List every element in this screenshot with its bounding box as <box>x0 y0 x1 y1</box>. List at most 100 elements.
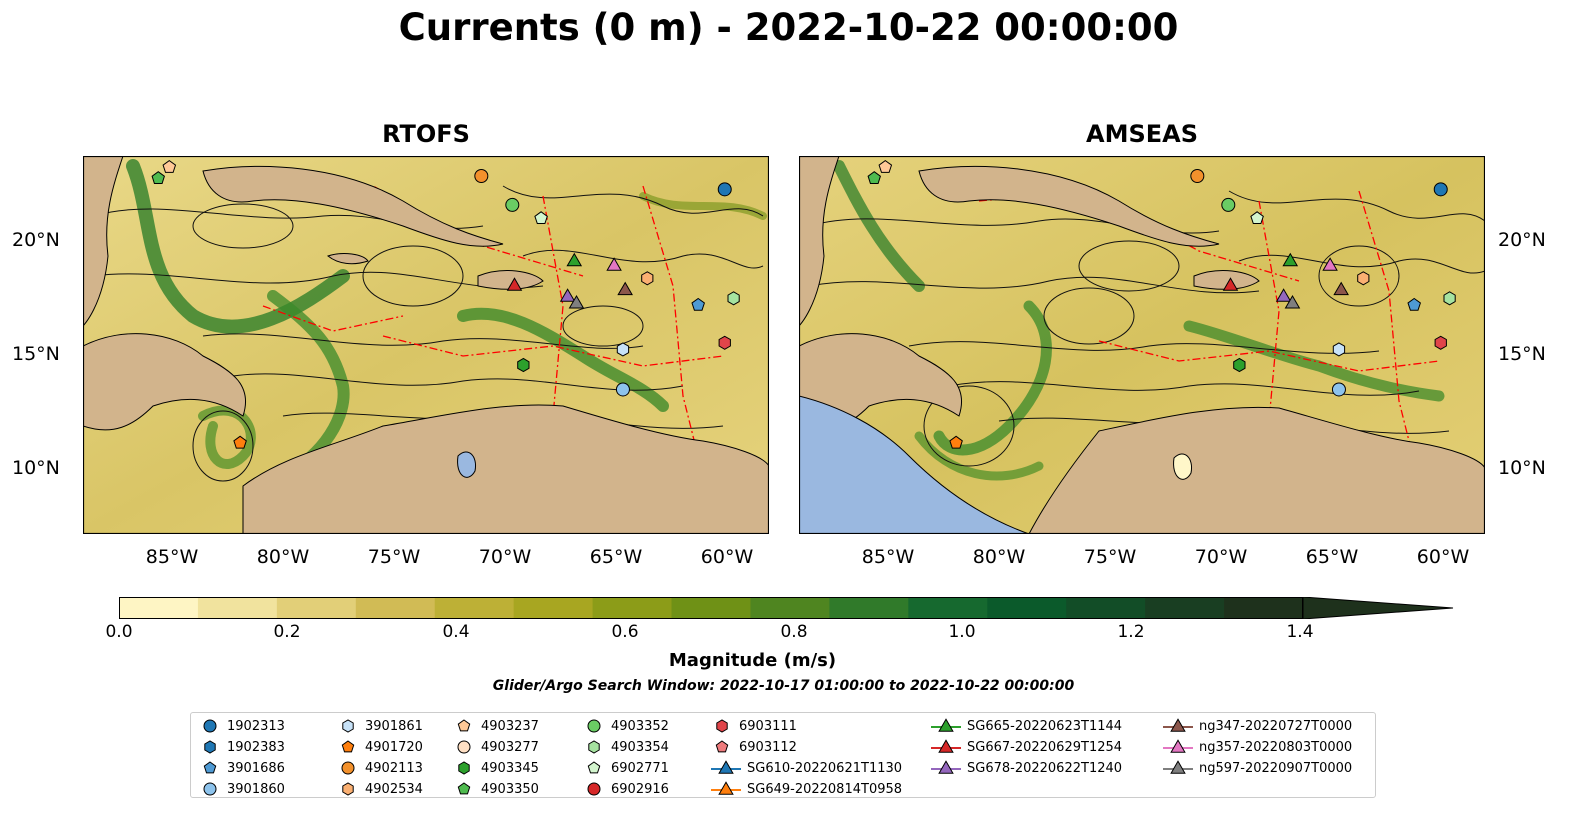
float-marker-6903111[interactable] <box>718 335 731 350</box>
float-marker-3901861[interactable] <box>1332 342 1346 357</box>
float-marker-SG678-20220622T1240[interactable] <box>559 288 576 302</box>
legend-item: SG649-20220814T0958 <box>711 779 902 799</box>
triangle-marker-icon <box>711 781 741 795</box>
legend-item: SG610-20220621T1130 <box>711 758 902 778</box>
float-marker-4902534[interactable] <box>1357 271 1370 286</box>
legend-item: SG665-20220623T1144 <box>931 716 1122 736</box>
legend-label: 4903352 <box>611 718 669 734</box>
pentagon-marker-icon <box>715 740 729 753</box>
float-marker-SG667-20220629T1254[interactable] <box>506 277 523 291</box>
float-marker-ng347-20220727T0000[interactable] <box>1333 281 1349 296</box>
float-marker-4903354[interactable] <box>1443 291 1456 306</box>
float-marker-4902113[interactable] <box>1190 169 1205 184</box>
colorbar-tick-5: 1.0 <box>948 622 976 642</box>
float-marker-4901720[interactable] <box>233 435 247 449</box>
colorbar-segment <box>987 597 1067 619</box>
colorbar <box>119 597 1454 619</box>
float-marker-4903354[interactable] <box>727 291 740 306</box>
float-marker-4903237[interactable] <box>162 159 177 173</box>
legend-item: 4902534 <box>337 779 423 799</box>
colorbar-segment <box>1145 597 1225 619</box>
lon-label-rtofs-80: 80°W <box>256 546 310 568</box>
float-marker-1902313[interactable] <box>1433 182 1448 197</box>
legend-item: 4903352 <box>583 716 669 736</box>
legend-label: 4903350 <box>481 781 539 797</box>
legend-label: 4901720 <box>365 739 423 755</box>
float-marker-ng357-20220803T0000[interactable] <box>606 257 622 271</box>
float-marker-4903352[interactable] <box>505 197 520 212</box>
float-marker-4903352[interactable] <box>1221 197 1236 212</box>
legend-label: 6902771 <box>611 760 669 776</box>
central-america-landmass <box>83 333 247 431</box>
current-jets <box>126 159 767 482</box>
float-marker-3901860[interactable] <box>1331 382 1346 397</box>
float-marker-ng597-20220907T0000[interactable] <box>1284 295 1301 309</box>
lat-label-right-10: 10°N <box>1498 457 1546 479</box>
legend-item: 4903237 <box>453 716 539 736</box>
float-marker-SG665-20220623T1144[interactable] <box>566 252 583 267</box>
lat-label-right-20: 20°N <box>1498 229 1546 251</box>
float-marker-ng357-20220803T0000[interactable] <box>1322 257 1338 271</box>
colorbar-frame <box>119 597 1303 619</box>
map-panel-rtofs[interactable] <box>83 156 769 534</box>
colorbar-segment <box>276 597 357 619</box>
colorbar-segment <box>671 597 751 619</box>
legend-label: SG678-20220622T1240 <box>967 760 1123 776</box>
panel-title-rtofs: RTOFS <box>382 120 470 148</box>
colorbar-segment <box>355 597 436 619</box>
float-marker-4902113[interactable] <box>474 169 489 184</box>
legend-label: ng597-20220907T0000 <box>1199 760 1353 776</box>
yucatan-landmass <box>83 156 124 327</box>
south-america-landmass <box>242 404 769 534</box>
float-marker-SG667-20220629T1254[interactable] <box>1222 277 1239 291</box>
hispaniola-landmass <box>1193 270 1260 290</box>
legend-label: ng347-20220727T0000 <box>1199 718 1353 734</box>
float-marker-SG665-20220623T1144[interactable] <box>1282 252 1299 267</box>
legend-item: 4903354 <box>583 737 669 757</box>
float-marker-4903350[interactable] <box>867 171 881 184</box>
float-marker-6902771[interactable] <box>1250 211 1264 224</box>
pentagon-marker-icon <box>457 782 471 795</box>
triangle-marker-icon <box>931 739 961 753</box>
float-marker-4903345[interactable] <box>1233 357 1246 373</box>
legend-label: 6903112 <box>739 739 797 755</box>
float-marker-3901860[interactable] <box>615 382 630 397</box>
lake-maracaibo <box>1173 453 1193 480</box>
float-marker-ng347-20220727T0000[interactable] <box>617 281 633 296</box>
float-marker-6902771[interactable] <box>534 211 548 224</box>
colorbar-tick-7: 1.4 <box>1286 622 1314 642</box>
float-marker-SG678-20220622T1240[interactable] <box>1275 288 1292 302</box>
circle-marker-icon <box>457 740 471 754</box>
legend-label: 3901686 <box>227 760 285 776</box>
float-marker-4903345[interactable] <box>517 357 530 373</box>
legend-label: 6903111 <box>739 718 797 734</box>
pentagon-marker-icon <box>203 761 217 774</box>
legend-label: SG667-20220629T1254 <box>967 739 1123 755</box>
float-marker-4901720[interactable] <box>949 435 963 449</box>
cuba-landmass <box>202 165 504 247</box>
float-marker-3901686[interactable] <box>691 297 705 311</box>
float-marker-4903350[interactable] <box>151 171 165 184</box>
float-marker-3901861[interactable] <box>616 342 630 357</box>
legend-item: 6902771 <box>583 758 669 778</box>
panel-title-amseas: AMSEAS <box>1086 120 1198 148</box>
float-marker-1902313[interactable] <box>717 182 732 197</box>
float-marker-4902534[interactable] <box>641 271 654 286</box>
float-marker-4903237[interactable] <box>878 159 893 173</box>
map-panel-amseas[interactable] <box>799 156 1485 534</box>
pentagon-marker-icon <box>457 719 471 732</box>
float-marker-6903111[interactable] <box>1434 335 1447 350</box>
colorbar-tick-2: 0.4 <box>442 622 470 642</box>
legend-item: ng347-20220727T0000 <box>1163 716 1352 736</box>
circle-marker-icon <box>203 782 217 796</box>
colorbar-segment <box>1066 597 1146 619</box>
float-marker-3901686[interactable] <box>1407 297 1421 311</box>
legend-item: 6903112 <box>711 737 797 757</box>
float-marker-ng597-20220907T0000[interactable] <box>568 295 585 309</box>
lon-label-amseas-75: 75°W <box>1083 546 1137 568</box>
legend-label: 4903277 <box>481 739 539 755</box>
lat-label-left-20: 20°N <box>12 229 60 251</box>
lon-label-amseas-85: 85°W <box>861 546 915 568</box>
map-frame <box>83 156 769 534</box>
legend-item: 3901861 <box>337 716 423 736</box>
